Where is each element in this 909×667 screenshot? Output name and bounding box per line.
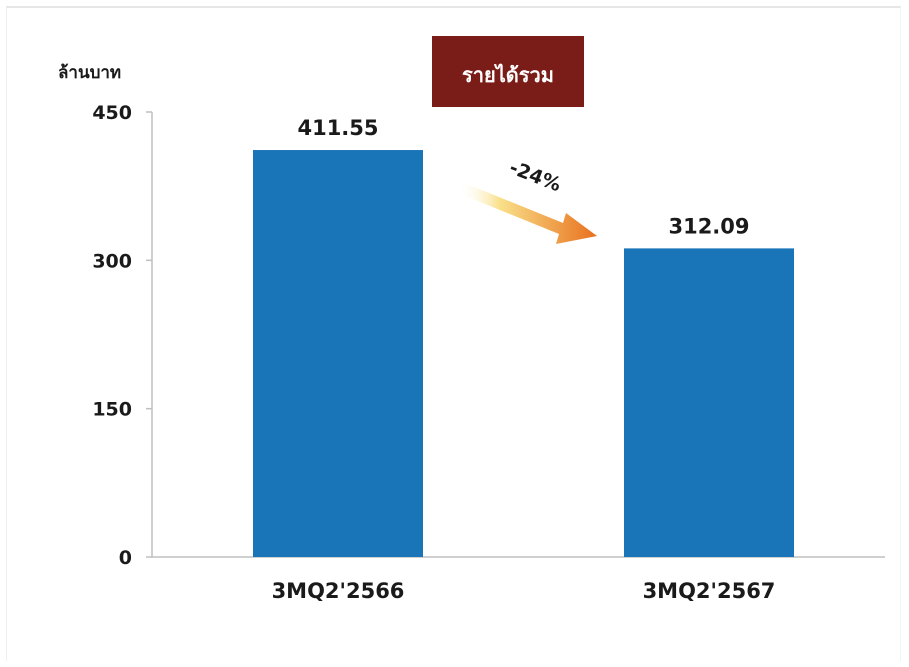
bar-value-label: 411.55 <box>297 116 378 140</box>
change-arrow <box>458 182 597 244</box>
chart-title-box <box>432 36 584 107</box>
chart-title: รายได้รวม <box>462 63 554 87</box>
y-axis-label: ล้านบาท <box>58 63 121 83</box>
bar <box>253 150 423 558</box>
y-tick-label: 150 <box>92 399 132 421</box>
y-tick-label: 450 <box>92 102 132 124</box>
y-tick-label: 0 <box>119 547 132 569</box>
bar <box>624 248 794 557</box>
chart-frame <box>6 6 901 661</box>
change-annotation: -24% <box>506 157 564 197</box>
bar-value-label: 312.09 <box>668 214 749 238</box>
x-category-label: 3MQ2'2567 <box>643 579 776 603</box>
x-category-label: 3MQ2'2566 <box>272 579 405 603</box>
y-tick-label: 300 <box>92 250 132 272</box>
